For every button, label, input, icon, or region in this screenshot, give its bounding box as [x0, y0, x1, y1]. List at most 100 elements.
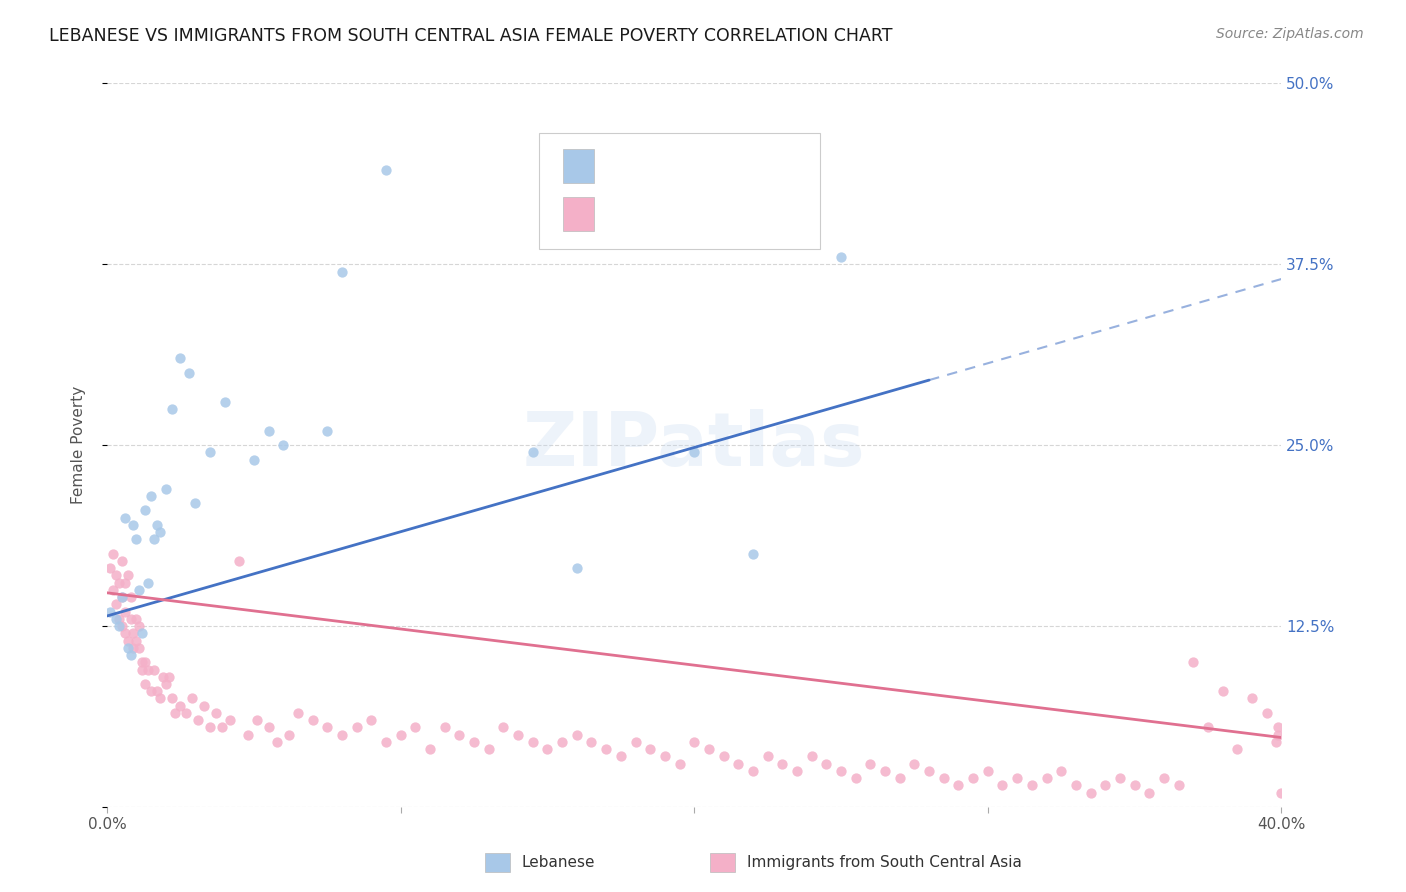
Point [120, 590, 142, 604]
Point [770, 756, 793, 771]
Point [654, 749, 676, 764]
Point [184, 496, 207, 510]
Point [149, 524, 172, 539]
Point [565, 728, 588, 742]
Point [522, 445, 544, 459]
Point [131, 655, 153, 669]
Point [873, 764, 896, 778]
Point [1109, 771, 1132, 785]
Point [108, 575, 131, 590]
Point [962, 771, 984, 785]
Point [204, 706, 226, 720]
Point [101, 582, 124, 597]
Point [859, 756, 882, 771]
Point [727, 756, 749, 771]
Point [163, 706, 186, 720]
Point [134, 503, 156, 517]
Point [918, 764, 941, 778]
Point [104, 612, 127, 626]
Point [1123, 778, 1146, 792]
Point [179, 366, 201, 380]
Point [219, 713, 242, 727]
Point [160, 402, 183, 417]
Text: Lebanese: Lebanese [522, 855, 595, 870]
Point [117, 640, 139, 655]
Point [149, 691, 172, 706]
Point [463, 735, 485, 749]
Text: Source: ZipAtlas.com: Source: ZipAtlas.com [1216, 27, 1364, 41]
Point [551, 735, 574, 749]
Text: R =  0.423   N=  35: R = 0.423 N= 35 [609, 157, 799, 175]
Point [211, 720, 233, 734]
Point [683, 445, 706, 459]
Point [948, 778, 970, 792]
Point [1240, 691, 1263, 706]
Point [1267, 720, 1289, 734]
Text: ZIPatlas: ZIPatlas [523, 409, 866, 482]
Text: R = -0.588   N= 133: R = -0.588 N= 133 [609, 204, 807, 223]
Point [128, 619, 150, 633]
Point [1197, 720, 1219, 734]
Point [214, 394, 236, 409]
Point [117, 568, 139, 582]
Point [581, 735, 603, 749]
Point [98, 605, 121, 619]
Point [114, 510, 136, 524]
Point [830, 764, 852, 778]
Point [181, 691, 204, 706]
Point [522, 735, 544, 749]
Point [143, 663, 166, 677]
Point [146, 684, 169, 698]
Point [1094, 778, 1116, 792]
Point [246, 713, 269, 727]
Point [125, 633, 148, 648]
Point [1182, 655, 1205, 669]
Point [610, 749, 633, 764]
Point [139, 684, 162, 698]
Point [160, 691, 183, 706]
Point [122, 517, 145, 532]
Point [287, 706, 309, 720]
Point [800, 749, 823, 764]
Point [198, 720, 221, 734]
Point [330, 728, 353, 742]
Point [114, 575, 136, 590]
Point [131, 663, 153, 677]
Point [114, 605, 136, 619]
Point [1212, 684, 1234, 698]
Point [136, 575, 159, 590]
Point [1050, 764, 1073, 778]
Point [155, 482, 177, 496]
Point [122, 626, 145, 640]
Point [1080, 785, 1102, 799]
Point [713, 749, 735, 764]
Point [419, 742, 441, 756]
Point [236, 728, 259, 742]
Point [697, 742, 720, 756]
Point [108, 619, 131, 633]
Point [404, 720, 426, 734]
Point [266, 735, 288, 749]
Point [169, 698, 191, 713]
Point [243, 452, 266, 467]
Point [786, 764, 808, 778]
Point [595, 742, 617, 756]
Point [742, 547, 765, 561]
Point [98, 561, 121, 575]
Point [193, 698, 215, 713]
Point [977, 764, 1000, 778]
Point [143, 533, 166, 547]
Point [146, 517, 169, 532]
Point [169, 351, 191, 366]
Point [111, 554, 134, 568]
Point [330, 264, 353, 278]
Point [155, 677, 177, 691]
Point [128, 582, 150, 597]
Point [638, 742, 661, 756]
Point [845, 771, 868, 785]
Point [1137, 785, 1160, 799]
Point [1021, 778, 1043, 792]
Point [117, 633, 139, 648]
Point [565, 561, 588, 575]
Point [360, 713, 382, 727]
